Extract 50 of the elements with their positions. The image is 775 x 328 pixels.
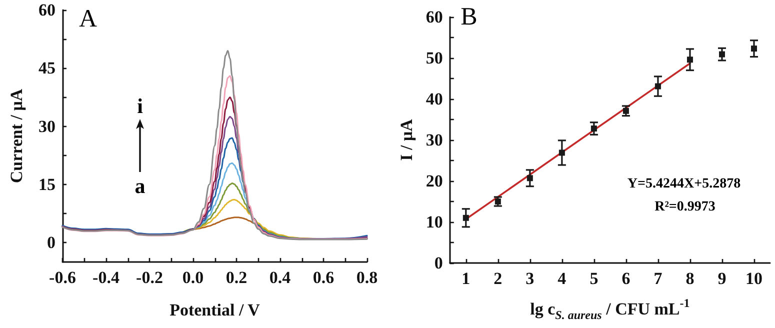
point [654,83,661,90]
y-tick-label: 30 [426,130,443,150]
y-axis-title: Current / μA [7,88,26,184]
y-axis-title: I / μA [397,118,416,161]
x-tick-label: 10 [745,269,762,288]
annotation: B [460,4,478,30]
y-tick-label: 0 [434,254,443,272]
x-tick-label: -0.2 [136,268,163,287]
point [558,150,565,156]
y-tick-label: 45 [38,58,56,78]
y-tick-label: 60 [38,0,56,20]
annotation: i [137,94,144,118]
point [718,51,725,58]
x-tick-label: 0.0 [182,268,204,287]
x-tick-label: 3 [526,269,534,288]
x-tick-label: -0.4 [92,268,120,287]
y-tick-label: 60 [426,8,443,26]
point [462,214,469,221]
x-tick-label: 0.4 [269,268,292,287]
annotation: Y=5.4244X+5.2878 [627,176,741,192]
x-tick-label: 9 [718,269,726,288]
point [750,46,757,52]
annotation: R²=0.9973 [654,200,716,214]
y-tick-label: 15 [38,174,56,194]
point [590,126,597,132]
x-tick-label: 1 [462,269,470,288]
x-tick-label: 0.6 [312,268,334,287]
line-series [62,137,368,240]
point [622,108,629,114]
x-tick-label: 4 [558,269,567,288]
x-tick-label: 7 [654,269,663,288]
x-tick-label: 2 [494,269,502,288]
y-tick-label: 50 [426,48,443,68]
y-tick-label: 40 [426,90,443,108]
y-tick-label: 30 [38,116,56,136]
x-tick-label: 0.8 [356,268,378,287]
x-tick-label: -0.6 [49,268,76,287]
point [526,175,533,182]
y-tick-label: 20 [426,172,443,190]
x-tick-label: 0.2 [226,268,248,287]
x-tick-label: 6 [622,269,630,288]
annotation: a [134,174,146,198]
y-tick-label: 10 [426,212,443,232]
annotation: A [78,6,98,32]
point [494,198,501,204]
x-tick-label: 5 [590,269,598,288]
y-tick-label: 0 [47,233,56,252]
point [686,56,693,63]
x-tick-label: 8 [686,269,694,288]
x-axis-title: Potential / V [170,300,261,320]
